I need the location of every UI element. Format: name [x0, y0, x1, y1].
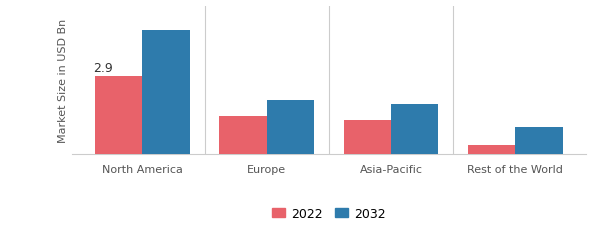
Bar: [95, 76, 142, 154]
Bar: [142, 31, 190, 154]
Legend: 2022, 2032: 2022, 2032: [267, 202, 390, 225]
Text: 2.9: 2.9: [93, 62, 112, 74]
Bar: [219, 117, 267, 154]
Y-axis label: Market Size in USD Bn: Market Size in USD Bn: [57, 19, 68, 142]
Bar: [515, 128, 563, 154]
Bar: [391, 105, 438, 154]
Bar: [267, 101, 314, 154]
Bar: [344, 121, 391, 154]
Bar: [468, 145, 515, 154]
